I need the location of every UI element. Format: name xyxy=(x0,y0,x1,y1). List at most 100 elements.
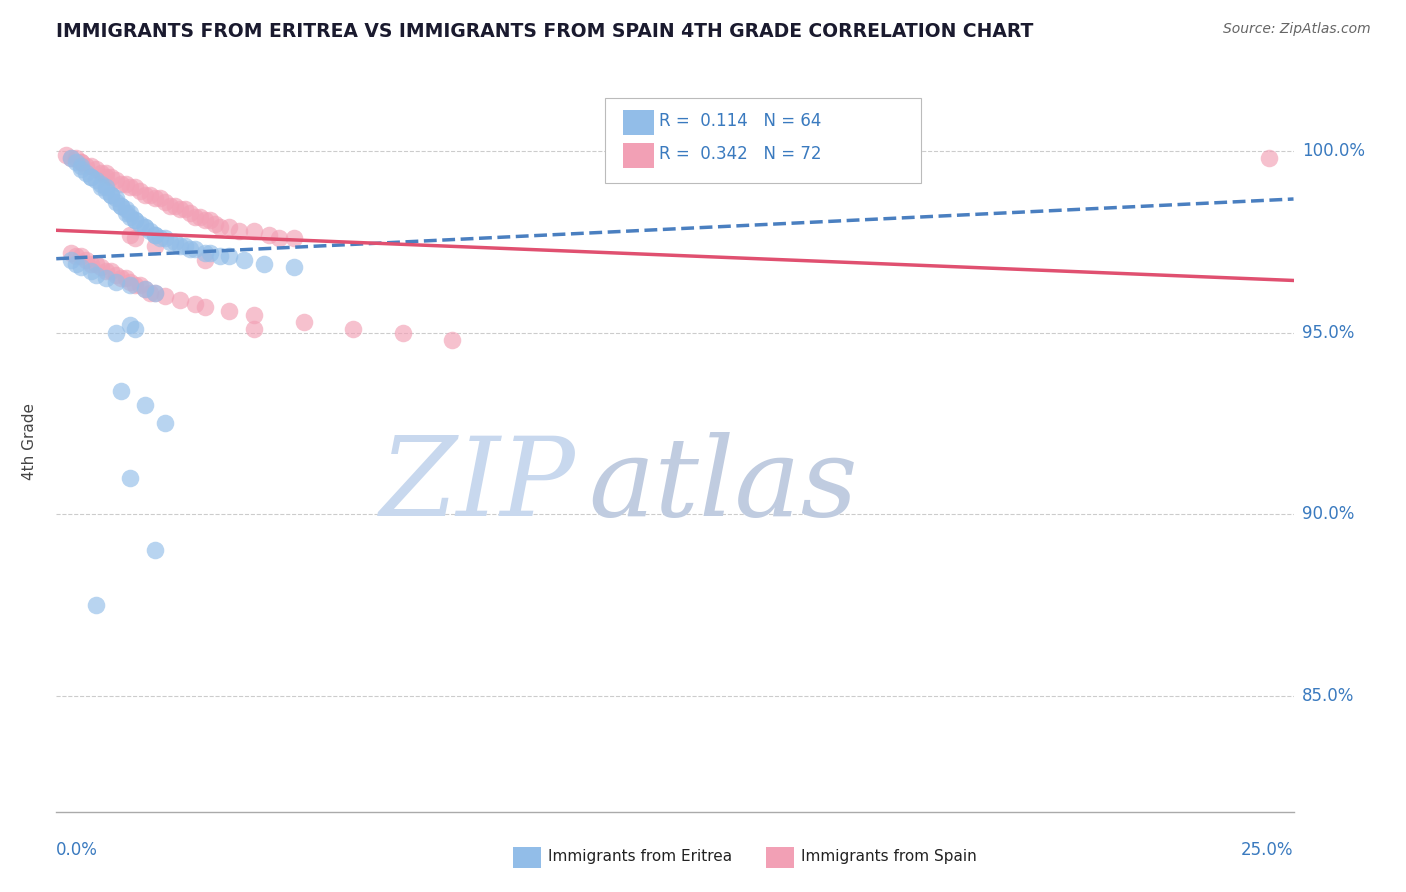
Text: 0.0%: 0.0% xyxy=(56,841,98,859)
Text: R =  0.114   N = 64: R = 0.114 N = 64 xyxy=(659,112,821,130)
Point xyxy=(153,194,176,209)
Point xyxy=(143,227,166,242)
Point xyxy=(75,253,97,268)
Point xyxy=(120,206,142,220)
Point xyxy=(134,187,156,202)
Point xyxy=(184,242,207,256)
Point xyxy=(184,296,207,310)
Point xyxy=(55,148,77,162)
Point xyxy=(90,260,112,275)
Point xyxy=(120,278,142,293)
Point xyxy=(120,318,142,333)
Point xyxy=(104,191,127,205)
Point xyxy=(174,202,197,217)
Text: atlas: atlas xyxy=(588,433,858,540)
Point xyxy=(129,278,152,293)
Point xyxy=(218,250,240,264)
Point xyxy=(100,187,122,202)
Text: 95.0%: 95.0% xyxy=(1302,324,1354,342)
Point xyxy=(124,213,146,227)
Point xyxy=(124,180,146,194)
Point xyxy=(80,257,103,271)
Text: 90.0%: 90.0% xyxy=(1302,505,1354,523)
Point xyxy=(169,238,191,252)
Point xyxy=(104,173,127,187)
Point xyxy=(124,213,146,227)
Point xyxy=(84,257,107,271)
Point xyxy=(134,398,156,412)
Point xyxy=(110,199,132,213)
Point xyxy=(104,275,127,289)
Point xyxy=(188,210,211,224)
Point xyxy=(143,285,166,300)
Point xyxy=(208,250,231,264)
Point xyxy=(441,333,464,347)
Point xyxy=(159,199,181,213)
Text: 4th Grade: 4th Grade xyxy=(21,403,37,480)
Point xyxy=(120,210,142,224)
Point xyxy=(134,282,156,296)
Point xyxy=(110,199,132,213)
Point xyxy=(149,231,172,245)
Point xyxy=(342,322,364,336)
Point xyxy=(84,173,107,187)
Point xyxy=(94,264,117,278)
Point xyxy=(218,220,240,235)
Point xyxy=(194,300,217,314)
Point xyxy=(84,598,107,612)
Point xyxy=(257,227,280,242)
Point xyxy=(134,220,156,235)
Point xyxy=(391,326,413,340)
Point xyxy=(100,264,122,278)
Point xyxy=(228,224,250,238)
Point xyxy=(114,177,136,191)
Point xyxy=(253,257,276,271)
Point xyxy=(114,271,136,285)
Point xyxy=(110,384,132,398)
Point xyxy=(218,304,240,318)
Point xyxy=(114,202,136,217)
Point xyxy=(159,235,181,249)
Point xyxy=(143,191,166,205)
Point xyxy=(124,322,146,336)
Point xyxy=(208,220,231,235)
Point xyxy=(174,238,197,252)
Point xyxy=(143,285,166,300)
Point xyxy=(75,159,97,173)
Point xyxy=(194,253,217,268)
Point xyxy=(65,155,87,169)
Point xyxy=(1257,152,1279,166)
Point xyxy=(139,224,162,238)
Point xyxy=(70,155,93,169)
Point xyxy=(243,322,266,336)
Point xyxy=(169,202,191,217)
Point xyxy=(163,199,186,213)
Point xyxy=(143,227,166,242)
Point xyxy=(194,245,217,260)
Text: 25.0%: 25.0% xyxy=(1241,841,1294,859)
Point xyxy=(153,417,176,431)
Point xyxy=(65,250,87,264)
Point xyxy=(104,268,127,282)
Point xyxy=(94,169,117,184)
Point xyxy=(120,275,142,289)
Point xyxy=(60,245,83,260)
Point xyxy=(134,220,156,235)
Point xyxy=(70,155,93,169)
Point xyxy=(198,245,221,260)
Point xyxy=(243,224,266,238)
Point xyxy=(163,235,186,249)
Point xyxy=(70,162,93,177)
Point xyxy=(80,169,103,184)
Point xyxy=(233,253,256,268)
Point xyxy=(124,231,146,245)
Point xyxy=(60,253,83,268)
Point xyxy=(143,543,166,558)
Point xyxy=(153,231,176,245)
Point xyxy=(70,260,93,275)
Point xyxy=(94,166,117,180)
Point xyxy=(129,184,152,198)
Point xyxy=(204,217,226,231)
Point xyxy=(283,231,305,245)
Point xyxy=(70,159,93,173)
